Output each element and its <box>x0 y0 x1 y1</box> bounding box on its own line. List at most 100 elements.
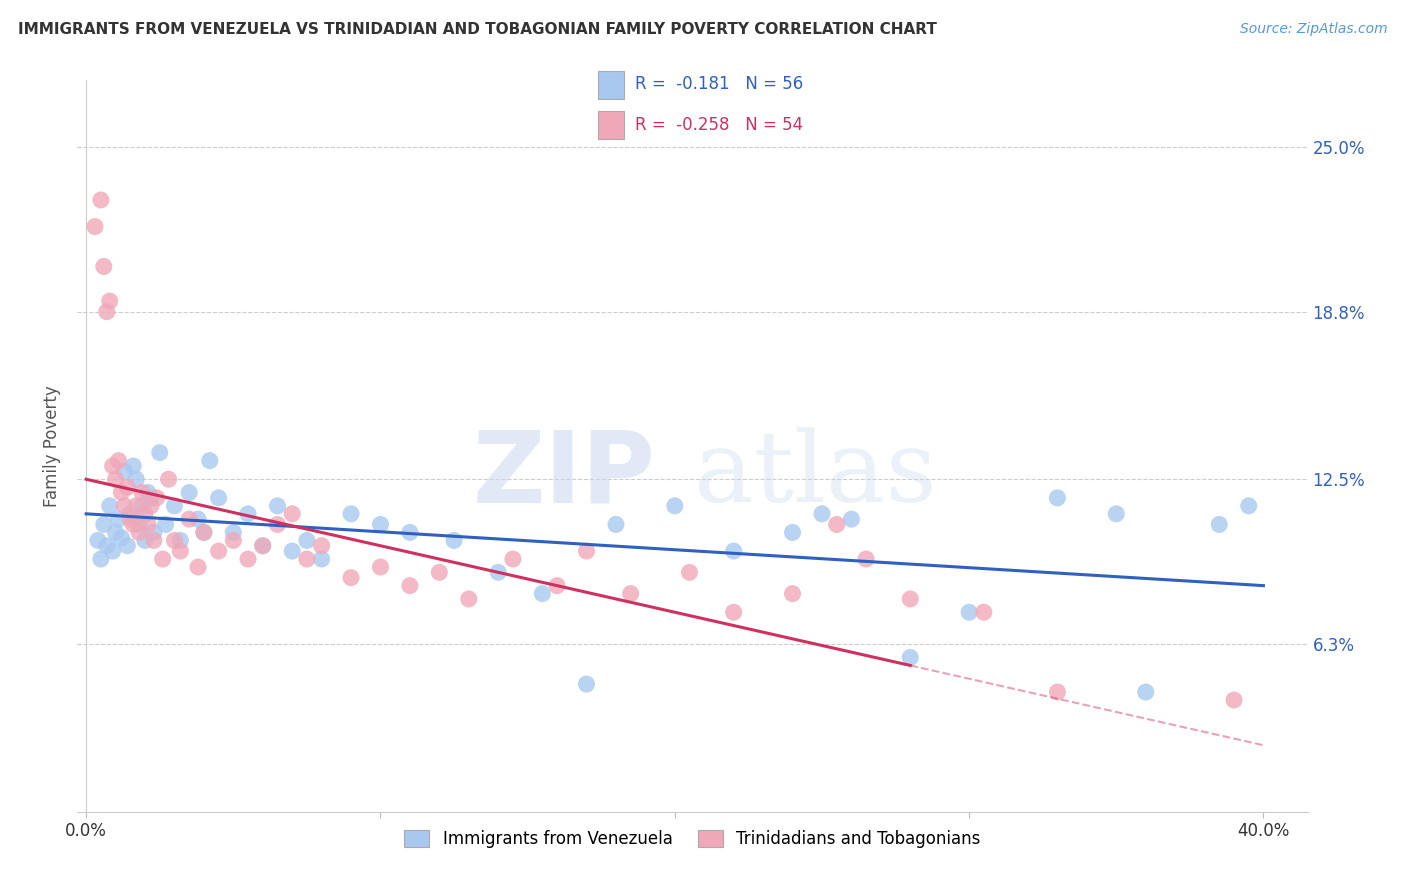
Bar <box>599 111 624 139</box>
Point <box>340 571 363 585</box>
Point <box>664 499 686 513</box>
Point <box>163 499 186 513</box>
Point <box>157 472 180 486</box>
Point <box>110 485 132 500</box>
Point <box>93 517 115 532</box>
Point <box>104 472 127 486</box>
Point <box>187 512 209 526</box>
Point <box>98 499 121 513</box>
Point <box>957 605 980 619</box>
Point <box>311 552 333 566</box>
Point <box>117 480 139 494</box>
Point <box>531 586 554 600</box>
Point <box>222 525 245 540</box>
Point <box>136 485 159 500</box>
Point <box>117 539 139 553</box>
Point <box>782 586 804 600</box>
Point <box>128 525 150 540</box>
Point <box>107 453 129 467</box>
Point <box>169 544 191 558</box>
Point <box>620 586 643 600</box>
Point <box>1223 693 1246 707</box>
Text: Source: ZipAtlas.com: Source: ZipAtlas.com <box>1240 22 1388 37</box>
Point <box>295 533 318 548</box>
Point <box>128 517 150 532</box>
Point <box>107 512 129 526</box>
Point <box>1135 685 1157 699</box>
Point <box>122 517 145 532</box>
Point <box>193 525 215 540</box>
Text: IMMIGRANTS FROM VENEZUELA VS TRINIDADIAN AND TOBAGONIAN FAMILY POVERTY CORRELATI: IMMIGRANTS FROM VENEZUELA VS TRINIDADIAN… <box>18 22 938 37</box>
Point <box>236 552 259 566</box>
Point <box>207 491 229 505</box>
Y-axis label: Family Poverty: Family Poverty <box>44 385 62 507</box>
Point <box>104 525 127 540</box>
Point <box>169 533 191 548</box>
Text: ZIP: ZIP <box>472 426 655 524</box>
Point <box>370 517 392 532</box>
Point <box>370 560 392 574</box>
Point <box>1237 499 1260 513</box>
Point <box>112 499 135 513</box>
Point <box>281 507 304 521</box>
Point <box>723 605 745 619</box>
Point <box>1208 517 1230 532</box>
Point <box>87 533 110 548</box>
Point <box>146 491 169 505</box>
Point <box>207 544 229 558</box>
Point <box>193 525 215 540</box>
Point <box>486 566 509 580</box>
Point <box>131 499 153 513</box>
Point <box>236 507 259 521</box>
Point <box>134 507 156 521</box>
Point <box>98 293 121 308</box>
Point <box>101 544 124 558</box>
Bar <box>599 71 624 99</box>
Point <box>96 539 118 553</box>
Point <box>457 591 479 606</box>
Point <box>605 517 627 532</box>
Point <box>134 533 156 548</box>
Point <box>93 260 115 274</box>
Point <box>973 605 995 619</box>
Point <box>266 499 288 513</box>
Point <box>546 579 568 593</box>
Point <box>84 219 107 234</box>
Text: R =  -0.258   N = 54: R = -0.258 N = 54 <box>634 116 803 134</box>
Point <box>179 512 201 526</box>
Point <box>142 533 165 548</box>
Text: atlas: atlas <box>695 427 936 523</box>
Point <box>90 552 112 566</box>
Point <box>1105 507 1128 521</box>
Point <box>125 499 148 513</box>
Point <box>149 445 172 459</box>
Point <box>825 517 848 532</box>
Point <box>155 517 177 532</box>
Point <box>575 677 598 691</box>
Point <box>222 533 245 548</box>
Point <box>101 458 124 473</box>
Point <box>110 531 132 545</box>
Point <box>575 544 598 558</box>
Point <box>811 507 834 521</box>
Point <box>122 458 145 473</box>
Point <box>281 544 304 558</box>
Point <box>131 485 153 500</box>
Point <box>340 507 363 521</box>
Point <box>125 472 148 486</box>
Point <box>782 525 804 540</box>
Point <box>96 304 118 318</box>
Point <box>399 525 422 540</box>
Point <box>898 650 921 665</box>
Point <box>252 539 274 553</box>
Point <box>266 517 288 532</box>
Point <box>90 193 112 207</box>
Point <box>142 525 165 540</box>
Point <box>136 517 159 532</box>
Point <box>427 566 450 580</box>
Point <box>723 544 745 558</box>
Point <box>152 552 174 566</box>
Point <box>898 591 921 606</box>
Point <box>1046 685 1069 699</box>
Point <box>311 539 333 553</box>
